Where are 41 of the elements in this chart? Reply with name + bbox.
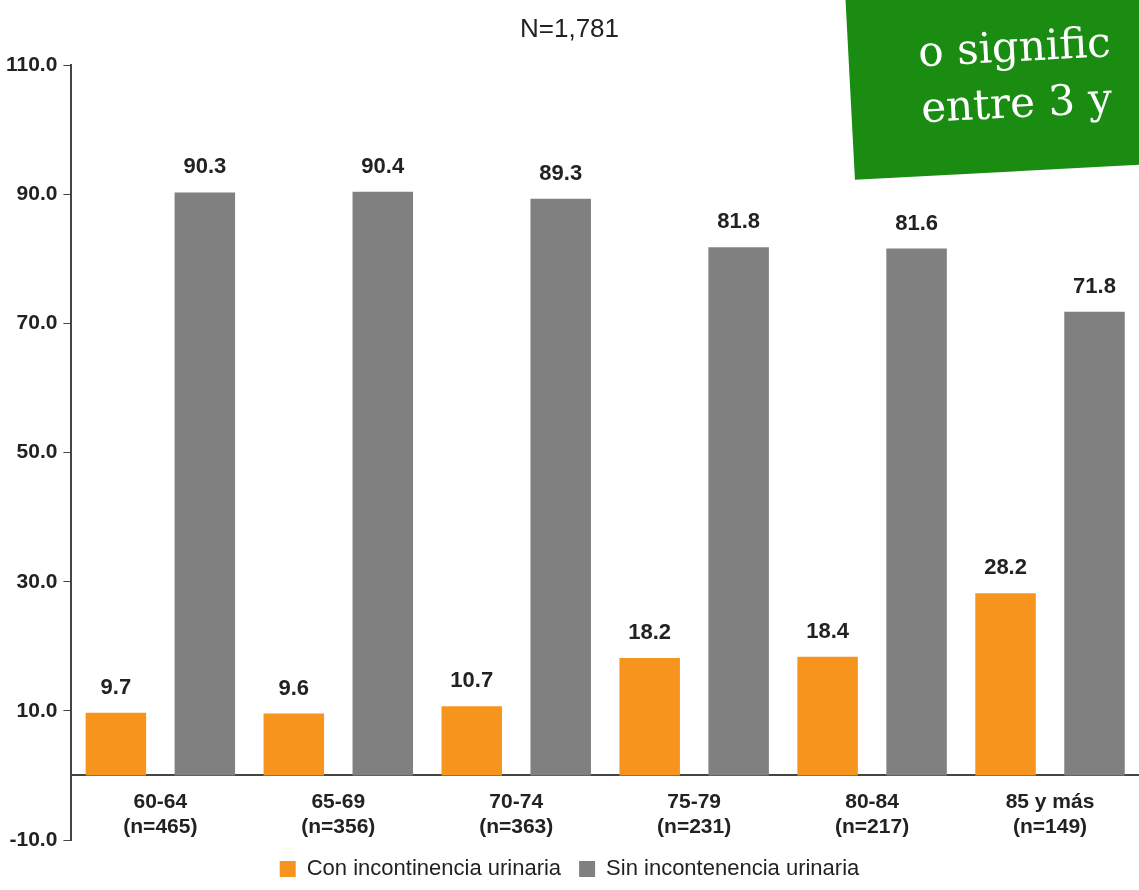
chart-title: N=1,781	[519, 12, 620, 43]
y-tick-label: 110.0	[5, 52, 58, 75]
legend-label: Sin incontenencia urinaria	[606, 855, 861, 881]
bar	[1064, 311, 1125, 776]
bar	[263, 713, 325, 776]
legend-label: Con incontinencia urinaria	[306, 855, 562, 881]
data-label: 89.3	[539, 159, 583, 185]
bar	[975, 593, 1036, 776]
bar	[530, 198, 591, 776]
y-tick-label: 90.0	[16, 181, 58, 205]
bar	[619, 657, 680, 776]
x-tick-label: 75-79 (n=231)	[657, 788, 732, 838]
callout-box: o signific entre 3 y	[845, 0, 1139, 180]
bar	[886, 248, 947, 776]
data-label: 9.7	[100, 673, 132, 699]
data-label: 90.4	[361, 152, 405, 178]
y-tick-label: 70.0	[16, 310, 58, 334]
y-tick-label: -10.0	[9, 826, 58, 850]
x-tick-label: 80-84 (n=217)	[835, 788, 910, 838]
data-label: 71.8	[1073, 272, 1116, 298]
data-label: 81.6	[895, 209, 938, 235]
x-tick-label: 85 y más (n=149)	[1005, 788, 1095, 838]
data-label: 28.2	[984, 554, 1027, 580]
y-tick-label: 30.0	[16, 568, 58, 592]
bar	[85, 712, 147, 776]
data-label: 18.2	[628, 618, 672, 644]
bar	[174, 192, 236, 776]
bar	[441, 706, 502, 776]
x-tick-label: 65-69 (n=356)	[301, 788, 376, 838]
x-tick-label: 70-74 (n=363)	[479, 788, 554, 838]
bar	[352, 191, 414, 776]
y-tick-label: 10.0	[16, 697, 58, 721]
bar	[708, 247, 769, 776]
data-label: 9.6	[278, 674, 310, 700]
data-label: 90.3	[183, 153, 227, 179]
data-label: 18.4	[806, 617, 850, 643]
x-tick-label: 60-64 (n=465)	[123, 788, 198, 838]
data-label: 81.8	[717, 208, 761, 234]
bar	[797, 656, 858, 776]
y-tick-label: 50.0	[16, 439, 58, 463]
data-label: 10.7	[450, 667, 494, 693]
